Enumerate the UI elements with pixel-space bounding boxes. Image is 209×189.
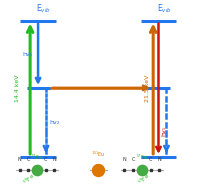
Text: C: C bbox=[131, 157, 135, 162]
Text: hv₁: hv₁ bbox=[23, 52, 33, 57]
Text: 14.4 keV: 14.4 keV bbox=[15, 75, 20, 102]
Text: N: N bbox=[53, 157, 56, 162]
Text: hv₂: hv₂ bbox=[50, 120, 60, 125]
Point bbox=[97, 169, 100, 172]
Text: C: C bbox=[27, 157, 30, 162]
Text: $^{57}$Fe: $^{57}$Fe bbox=[136, 153, 148, 162]
Text: N: N bbox=[157, 157, 161, 162]
Text: $^{57}$Fe: $^{57}$Fe bbox=[21, 171, 37, 187]
Point bbox=[35, 169, 39, 172]
Text: E$_{vib}$: E$_{vib}$ bbox=[36, 3, 51, 15]
Text: N: N bbox=[18, 157, 22, 162]
Text: $^{151}$Eu: $^{151}$Eu bbox=[91, 150, 106, 160]
Text: N: N bbox=[122, 157, 126, 162]
Point bbox=[140, 169, 144, 172]
Text: hv₁: hv₁ bbox=[162, 126, 167, 136]
Text: $^{57}$Fe: $^{57}$Fe bbox=[31, 153, 43, 162]
Text: C: C bbox=[44, 157, 47, 162]
Text: E$_{vib}$: E$_{vib}$ bbox=[157, 3, 171, 15]
Text: 21.5 keV: 21.5 keV bbox=[145, 75, 150, 102]
Text: $^{57}$Fe: $^{57}$Fe bbox=[136, 171, 152, 187]
Text: C: C bbox=[149, 157, 152, 162]
